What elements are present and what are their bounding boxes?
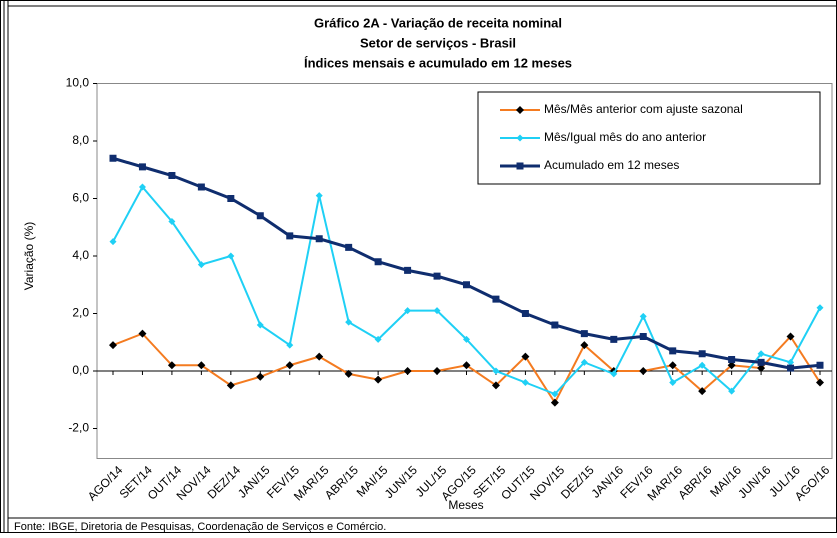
marker [698, 361, 706, 369]
marker [757, 358, 765, 366]
marker [610, 370, 618, 378]
marker [728, 387, 736, 395]
marker [197, 261, 205, 269]
marker [374, 258, 382, 266]
chart-title: Setor de serviços - Brasil [360, 35, 516, 50]
marker [728, 356, 736, 363]
marker [256, 212, 264, 220]
marker [580, 341, 589, 350]
marker [403, 367, 412, 375]
marker [315, 352, 324, 361]
marker [669, 347, 677, 355]
marker [491, 381, 500, 390]
marker [816, 378, 824, 387]
y-tick-label: -2,0 [68, 421, 89, 435]
marker [109, 341, 117, 350]
chart-title: Gráfico 2A - Variação de receita nominal [314, 15, 562, 30]
marker [315, 192, 323, 200]
marker [669, 379, 677, 386]
marker [138, 163, 146, 171]
marker [787, 364, 795, 372]
marker [610, 335, 618, 343]
marker [516, 162, 524, 170]
marker [639, 312, 647, 320]
marker [138, 183, 146, 191]
marker [109, 154, 117, 162]
x-axis-label: Meses [448, 498, 483, 512]
marker [816, 304, 824, 312]
marker [227, 252, 235, 260]
marker [462, 361, 471, 370]
marker [168, 172, 176, 179]
y-tick-label: 4,0 [72, 248, 89, 262]
marker [492, 295, 500, 303]
marker [374, 335, 382, 343]
marker [256, 321, 264, 329]
marker [109, 238, 117, 246]
y-tick-label: 0,0 [72, 363, 89, 377]
marker [698, 387, 707, 396]
marker [580, 358, 588, 366]
marker [404, 266, 412, 274]
marker [787, 358, 795, 366]
marker [404, 307, 412, 315]
marker [551, 321, 559, 329]
marker [433, 272, 441, 280]
marker [286, 341, 294, 349]
marker [138, 329, 147, 338]
marker [521, 352, 530, 361]
y-tick-label: 6,0 [72, 191, 89, 205]
y-tick-label: 2,0 [72, 306, 89, 320]
marker [639, 333, 647, 340]
marker [580, 330, 588, 338]
marker [285, 361, 294, 370]
marker [463, 281, 470, 289]
marker [167, 361, 176, 370]
marker [168, 218, 176, 225]
marker [227, 195, 235, 202]
marker [521, 379, 529, 386]
marker [757, 364, 766, 373]
marker [816, 361, 824, 369]
marker [374, 375, 383, 384]
marker [256, 372, 265, 381]
marker [197, 183, 205, 191]
marker [757, 350, 765, 358]
marker [344, 369, 353, 378]
y-axis-label: Variação (%) [22, 222, 36, 290]
marker [345, 243, 353, 251]
marker [727, 361, 736, 370]
marker [698, 350, 706, 358]
legend-label: Mês/Igual mês do ano anterior [544, 130, 706, 144]
source-note: Fonte: IBGE, Diretoria de Pesquisas, Coo… [14, 521, 386, 533]
marker [345, 318, 353, 326]
chart-title: Índices mensais e acumulado em 12 meses [304, 55, 572, 70]
marker [668, 361, 677, 370]
marker [550, 398, 559, 407]
marker [516, 134, 524, 142]
legend-label: Mês/Mês anterior com ajuste sazonal [544, 102, 743, 116]
marker [433, 367, 442, 375]
marker [226, 381, 235, 390]
y-tick-label: 10,0 [66, 76, 90, 90]
marker [463, 335, 470, 343]
marker [197, 361, 206, 370]
marker [433, 307, 441, 315]
marker [315, 235, 323, 243]
marker [492, 367, 500, 375]
marker [639, 367, 648, 375]
y-tick-label: 8,0 [72, 133, 89, 147]
marker [551, 390, 559, 398]
marker [786, 332, 795, 341]
marker [516, 106, 524, 114]
marker [286, 232, 294, 240]
marker [521, 310, 529, 317]
legend-label: Acumulado em 12 meses [544, 158, 679, 172]
